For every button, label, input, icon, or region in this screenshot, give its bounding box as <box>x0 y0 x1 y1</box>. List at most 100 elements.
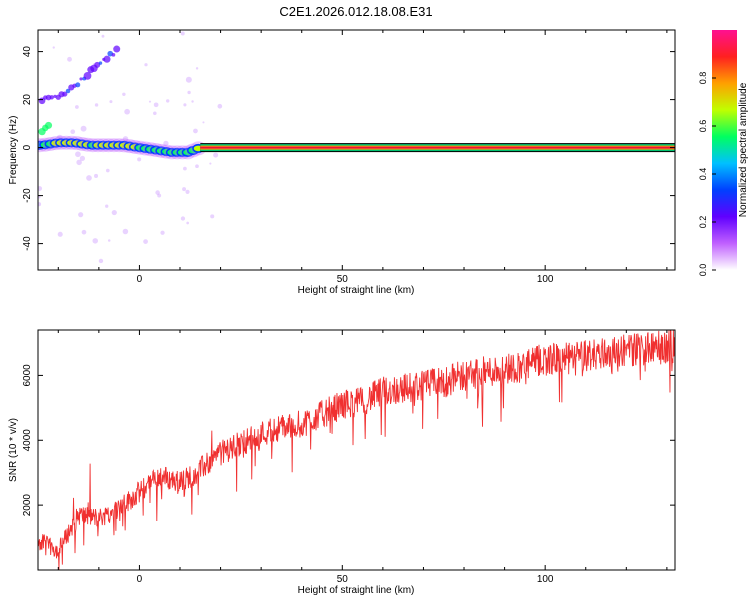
spectrogram-secondary-blob <box>49 95 54 100</box>
spectrogram-noise-blob <box>105 204 109 208</box>
spectrogram-frame <box>37 29 676 271</box>
spectrogram-noise-blob <box>185 76 192 83</box>
spectrogram-xlabel: Height of straight line (km) <box>298 285 415 296</box>
spectrogram-noise-blob <box>122 228 129 235</box>
spectrogram-noise-blob <box>210 214 215 219</box>
snr-ytick-label: 4000 <box>22 429 33 452</box>
spectrogram-marks <box>38 31 675 264</box>
spectrogram-noise-blob <box>105 168 110 173</box>
colorbar-tick-label: 0.8 <box>698 72 708 85</box>
spectrogram-noise-blob <box>180 216 186 221</box>
spectrogram-ylabel: Frequency (Hz) <box>8 116 19 185</box>
spectrogram-noise-blob <box>148 100 152 103</box>
colorbar-label: Normalized spectral amplitude <box>738 82 749 217</box>
spectrogram-noise-blob <box>183 103 187 107</box>
spectrogram-noise-blob <box>213 152 219 158</box>
spectrogram-noise-blob <box>144 63 148 67</box>
spectrogram-xtick-label: 0 <box>137 274 143 285</box>
spectrogram-noise-blob <box>122 136 129 142</box>
spectrogram-noise-blob <box>101 34 105 38</box>
spectrogram-secondary-blob <box>44 121 53 129</box>
spectrogram-noise-blob <box>67 56 72 62</box>
spectrogram-ytick-label: 20 <box>22 94 33 106</box>
spectrogram-ytick-label: -20 <box>22 188 33 203</box>
snr-axes: 0 50 100 2000 4000 6000 <box>22 330 675 585</box>
spectrogram-noise-blob <box>98 258 104 264</box>
snr-ylabel: SNR (10 * v/v) <box>8 418 19 482</box>
spectrogram-noise-blob <box>94 173 99 178</box>
spectrogram-noise-blob <box>180 31 185 36</box>
spectrogram-noise-blob <box>94 103 99 107</box>
spectrogram-panel: 0 50 100 -40 -20 0 20 40 Height of straight lin… <box>8 29 676 296</box>
colorbar-tick-label: 0.2 <box>698 216 708 229</box>
spectrogram-xtick-label: 50 <box>337 274 349 285</box>
spectrogram-noise-blob <box>111 209 117 216</box>
spectrogram-secondary-blob <box>113 45 121 53</box>
snr-xtick-label: 100 <box>537 574 554 585</box>
spectrogram-secondary-blob <box>94 61 101 68</box>
spectrogram-noise-blob <box>165 99 170 103</box>
spectrogram-noise-blob <box>78 212 84 218</box>
spectrogram-noise-blob <box>153 102 159 108</box>
spectrogram-noise-blob <box>38 202 42 207</box>
spectrogram-noise-blob <box>160 230 165 235</box>
spectrogram-band-core <box>200 146 675 149</box>
snr-xtick-label: 0 <box>137 574 143 585</box>
spectrogram-noise-blob <box>143 239 148 244</box>
spectrogram-secondary-blob <box>75 82 81 88</box>
spectrogram-secondary-blob <box>79 77 83 81</box>
snr-xlabel: Height of straight line (km) <box>298 585 415 596</box>
spectrogram-secondary-blob <box>107 50 114 57</box>
spectrogram-noise-blob <box>153 111 157 116</box>
spectrogram-noise-blob <box>52 46 55 49</box>
snr-ytick-label: 2000 <box>22 494 33 517</box>
spectrogram-noise-blob <box>107 239 111 242</box>
spectrogram-noise-blob <box>75 105 79 109</box>
snr-marks <box>38 330 675 570</box>
spectrogram-noise-blob <box>217 103 223 109</box>
snr-ytick-label: 6000 <box>22 364 33 387</box>
snr-series-line <box>38 330 675 570</box>
spectrogram-secondary-blob <box>65 88 71 94</box>
spectrogram-ytick-label: 0 <box>22 144 33 150</box>
snr-panel: 0 50 100 2000 4000 6000 Height of straight li… <box>8 329 676 596</box>
snr-xtick-label: 50 <box>337 574 349 585</box>
colorbar-tick-label: 0.6 <box>698 120 708 133</box>
snr-frame <box>37 329 676 571</box>
spectrogram-xtick-label: 100 <box>537 274 554 285</box>
spectrogram-noise-blob <box>186 221 189 225</box>
spectrogram-noise-blob <box>79 155 86 161</box>
spectrogram-axes: 0 50 100 -40 -20 0 20 40 <box>22 30 675 285</box>
spectrogram-noise-blob <box>155 190 160 195</box>
spectrogram-noise-blob <box>124 108 130 115</box>
spectrogram-noise-blob <box>81 229 87 235</box>
spectrogram-noise-blob <box>38 186 43 191</box>
spectrogram-noise-blob <box>76 159 82 166</box>
spectrogram-noise-blob <box>185 189 190 194</box>
spectrogram-noise-blob <box>86 175 92 181</box>
spectrogram-noise-blob <box>109 100 113 104</box>
spectrogram-noise-blob <box>80 125 87 132</box>
spectrogram-noise-blob <box>202 121 205 124</box>
colorbar-ticks: 0.0 0.2 0.4 0.6 0.8 <box>698 72 716 276</box>
spectrogram-noise-blob <box>57 231 63 237</box>
spectrogram-secondary-blob <box>98 61 103 65</box>
spectrogram-noise-blob <box>183 166 187 171</box>
spectrogram-secondary-blob <box>62 91 68 97</box>
colorbar: 0.0 0.2 0.4 0.6 0.8 Normalized spectral ampl… <box>698 30 749 276</box>
spectrogram-noise-blob <box>75 151 81 158</box>
spectrogram-secondary-blob <box>111 53 116 57</box>
spectrogram-noise-blob <box>122 92 126 97</box>
spectrogram-noise-blob <box>195 67 199 70</box>
colorbar-gradient <box>712 30 737 270</box>
spectrogram-noise-blob <box>195 164 199 169</box>
spectrogram-noise-blob <box>163 140 169 147</box>
spectrogram-secondary-blob <box>83 71 92 80</box>
spectrogram-noise-blob <box>157 193 162 198</box>
spectrogram-noise-blob <box>191 100 194 103</box>
spectrogram-ytick-label: -40 <box>22 236 33 251</box>
colorbar-tick-label: 0.4 <box>698 168 708 181</box>
figure-title: C2E1.2026.012.18.08.E31 <box>279 4 432 19</box>
spectrogram-noise-blob <box>187 90 191 95</box>
